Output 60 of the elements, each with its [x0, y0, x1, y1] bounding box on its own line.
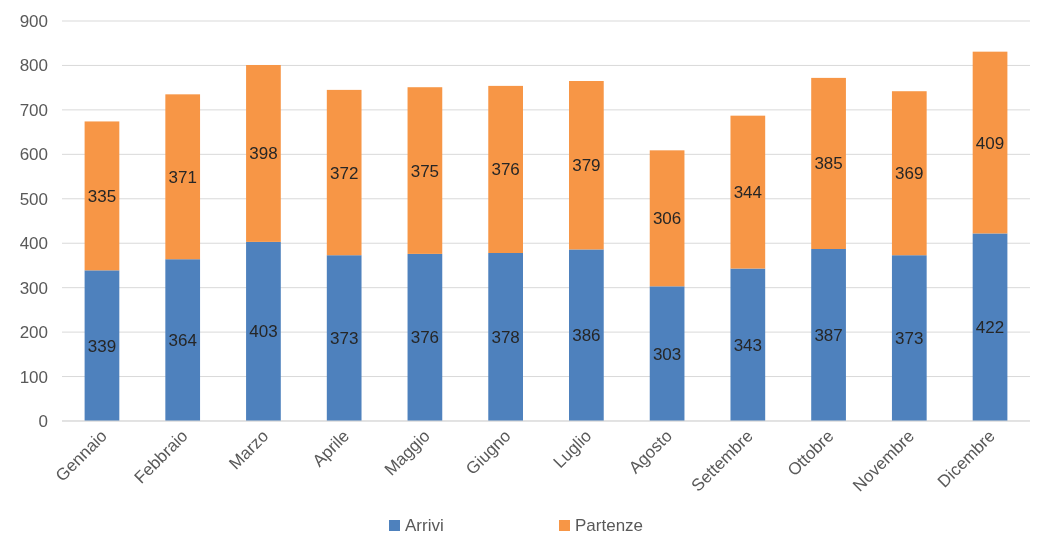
bar: [407, 87, 443, 254]
bar: [84, 121, 120, 271]
data-label: 372: [329, 163, 359, 183]
y-tick-label: 500: [19, 189, 48, 209]
bar: [246, 65, 281, 242]
bar: [165, 259, 201, 421]
data-label: 386: [572, 326, 601, 346]
y-tick-label: 0: [38, 412, 48, 431]
bar: [730, 115, 766, 269]
bar: [649, 150, 685, 287]
bar: [649, 286, 685, 421]
bar: [326, 255, 362, 421]
data-label: 376: [410, 328, 440, 348]
legend-label: Partenze: [575, 516, 644, 535]
data-label: 385: [814, 154, 843, 174]
data-label: 375: [410, 161, 440, 181]
legend-label: Arrivi: [405, 516, 444, 535]
bar: [891, 91, 927, 256]
bar: [407, 253, 443, 421]
bar: [569, 81, 604, 250]
bar: [488, 85, 523, 253]
y-tick-label: 400: [19, 234, 48, 254]
data-label: 344: [733, 183, 763, 203]
y-tick-label: 600: [19, 145, 48, 165]
y-tick-label: 300: [19, 278, 48, 298]
bar: [811, 249, 846, 421]
data-label: 376: [491, 160, 520, 180]
y-tick-label: 800: [19, 56, 48, 76]
data-label: 369: [895, 164, 924, 184]
data-label: 378: [491, 328, 520, 347]
bar: [811, 77, 846, 249]
data-label: 339: [87, 336, 117, 356]
data-label: 306: [652, 209, 682, 229]
data-label: 409: [975, 133, 1005, 153]
bar: [972, 233, 1008, 421]
data-label: 379: [572, 156, 601, 176]
data-label: 373: [329, 329, 359, 349]
data-label: 303: [652, 344, 682, 364]
y-tick-label: 200: [19, 323, 48, 343]
data-label: 422: [975, 318, 1005, 338]
bar: [246, 241, 281, 421]
bar: [972, 51, 1008, 234]
bar: [326, 89, 362, 256]
bar: [488, 253, 523, 421]
y-tick-label: 700: [19, 100, 48, 120]
data-label: 371: [168, 167, 197, 187]
bar: [891, 255, 927, 421]
data-label: 387: [814, 326, 843, 345]
bar: [569, 249, 604, 421]
bar: [730, 268, 766, 421]
y-tick-label: 100: [19, 367, 48, 387]
data-label: 403: [249, 322, 278, 342]
data-label: 364: [168, 331, 197, 351]
bar: [84, 270, 120, 421]
y-tick-label: 900: [19, 12, 48, 31]
data-label: 343: [733, 335, 763, 355]
bar: [165, 94, 201, 260]
data-label: 398: [249, 144, 278, 164]
data-label: 335: [87, 186, 117, 206]
data-label: 373: [895, 329, 924, 349]
